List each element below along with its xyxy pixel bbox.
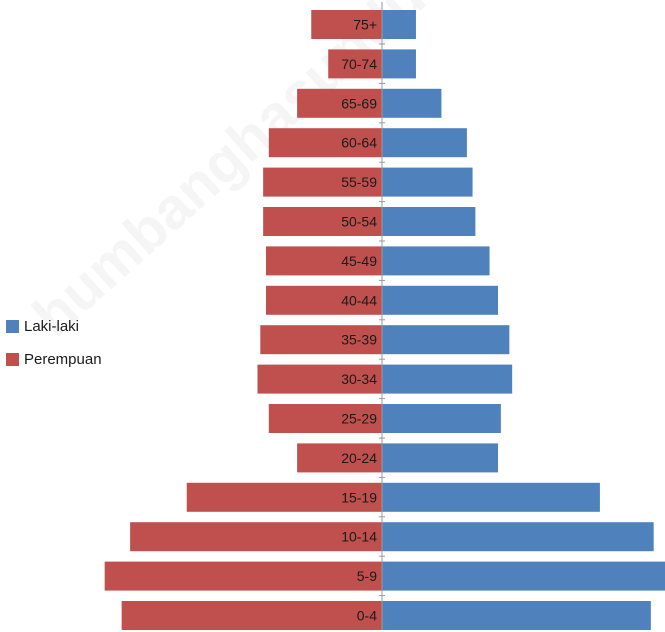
bar-perempuan-45-49 — [265, 246, 382, 276]
bar-laki-laki-25-29 — [382, 404, 501, 433]
legend-label-perempuan: Perempuan — [24, 350, 102, 368]
bar-laki-laki-15-19 — [382, 482, 600, 512]
bar-perempuan-40-44 — [265, 285, 382, 315]
bar-perempuan-70-74 — [328, 49, 382, 79]
bar-laki-laki-60-64 — [382, 128, 467, 158]
age-group-label-25-29: 25-29 — [341, 411, 377, 427]
bar-laki-laki-35-39 — [382, 325, 510, 355]
bar-laki-laki-55-59 — [382, 167, 473, 197]
age-group-label-35-39: 35-39 — [341, 332, 377, 348]
bar-perempuan-35-39 — [260, 325, 382, 355]
age-group-label-65-69: 65-69 — [341, 95, 377, 111]
bar-laki-laki-40-44 — [382, 285, 499, 315]
bar-laki-laki-65-69 — [382, 88, 442, 118]
age-group-label-40-44: 40-44 — [341, 292, 377, 308]
bar-laki-laki-5-9 — [382, 561, 665, 591]
bar-perempuan-30-34 — [257, 364, 382, 394]
legend: Laki-laki Perempuan — [6, 316, 102, 382]
bars-layer — [104, 10, 665, 630]
legend-label-laki-laki: Laki-laki — [24, 317, 80, 335]
bar-perempuan-10-14 — [130, 522, 382, 552]
bar-perempuan-75plus — [311, 10, 382, 39]
bar-perempuan-55-59 — [263, 167, 382, 197]
bar-laki-laki-30-34 — [382, 364, 513, 394]
age-group-label-50-54: 50-54 — [341, 214, 377, 230]
age-group-label-15-19: 15-19 — [341, 489, 377, 505]
bar-perempuan-65-69 — [297, 88, 382, 118]
legend-swatch-perempuan — [6, 352, 19, 366]
legend-swatch-laki-laki — [6, 319, 19, 333]
age-group-label-70-74: 70-74 — [341, 56, 377, 72]
bar-perempuan-5-9 — [104, 561, 382, 591]
bar-perempuan-0-4 — [121, 601, 382, 630]
bar-laki-laki-20-24 — [382, 443, 499, 473]
age-group-label-5-9: 5-9 — [357, 568, 377, 584]
bar-perempuan-50-54 — [263, 207, 382, 236]
age-group-label-45-49: 45-49 — [341, 253, 377, 269]
bar-perempuan-15-19 — [186, 482, 382, 512]
age-group-label-60-64: 60-64 — [341, 135, 377, 151]
bar-perempuan-60-64 — [268, 128, 382, 158]
bar-laki-laki-70-74 — [382, 49, 416, 79]
age-group-label-55-59: 55-59 — [341, 174, 377, 190]
age-group-label-20-24: 20-24 — [341, 450, 377, 466]
bar-laki-laki-50-54 — [382, 207, 476, 236]
labels-layer: 0-4 5-9 10-14 15-19 20-24 25-29 30-34 35-39 40-4… — [341, 17, 377, 624]
age-group-label-30-34: 30-34 — [341, 371, 377, 387]
bar-laki-laki-75plus — [382, 10, 416, 39]
bar-perempuan-25-29 — [268, 404, 382, 433]
legend-item-laki-laki: Laki-laki — [6, 316, 102, 336]
bar-laki-laki-45-49 — [382, 246, 490, 276]
axis-layer — [379, 2, 385, 630]
bar-perempuan-20-24 — [297, 443, 382, 473]
age-group-label-0-4: 0-4 — [357, 608, 377, 624]
legend-item-perempuan: Perempuan — [6, 349, 102, 369]
bar-laki-laki-10-14 — [382, 522, 654, 552]
age-group-label-75plus: 75+ — [353, 17, 377, 33]
bar-laki-laki-0-4 — [382, 601, 651, 630]
age-group-label-10-14: 10-14 — [341, 529, 377, 545]
